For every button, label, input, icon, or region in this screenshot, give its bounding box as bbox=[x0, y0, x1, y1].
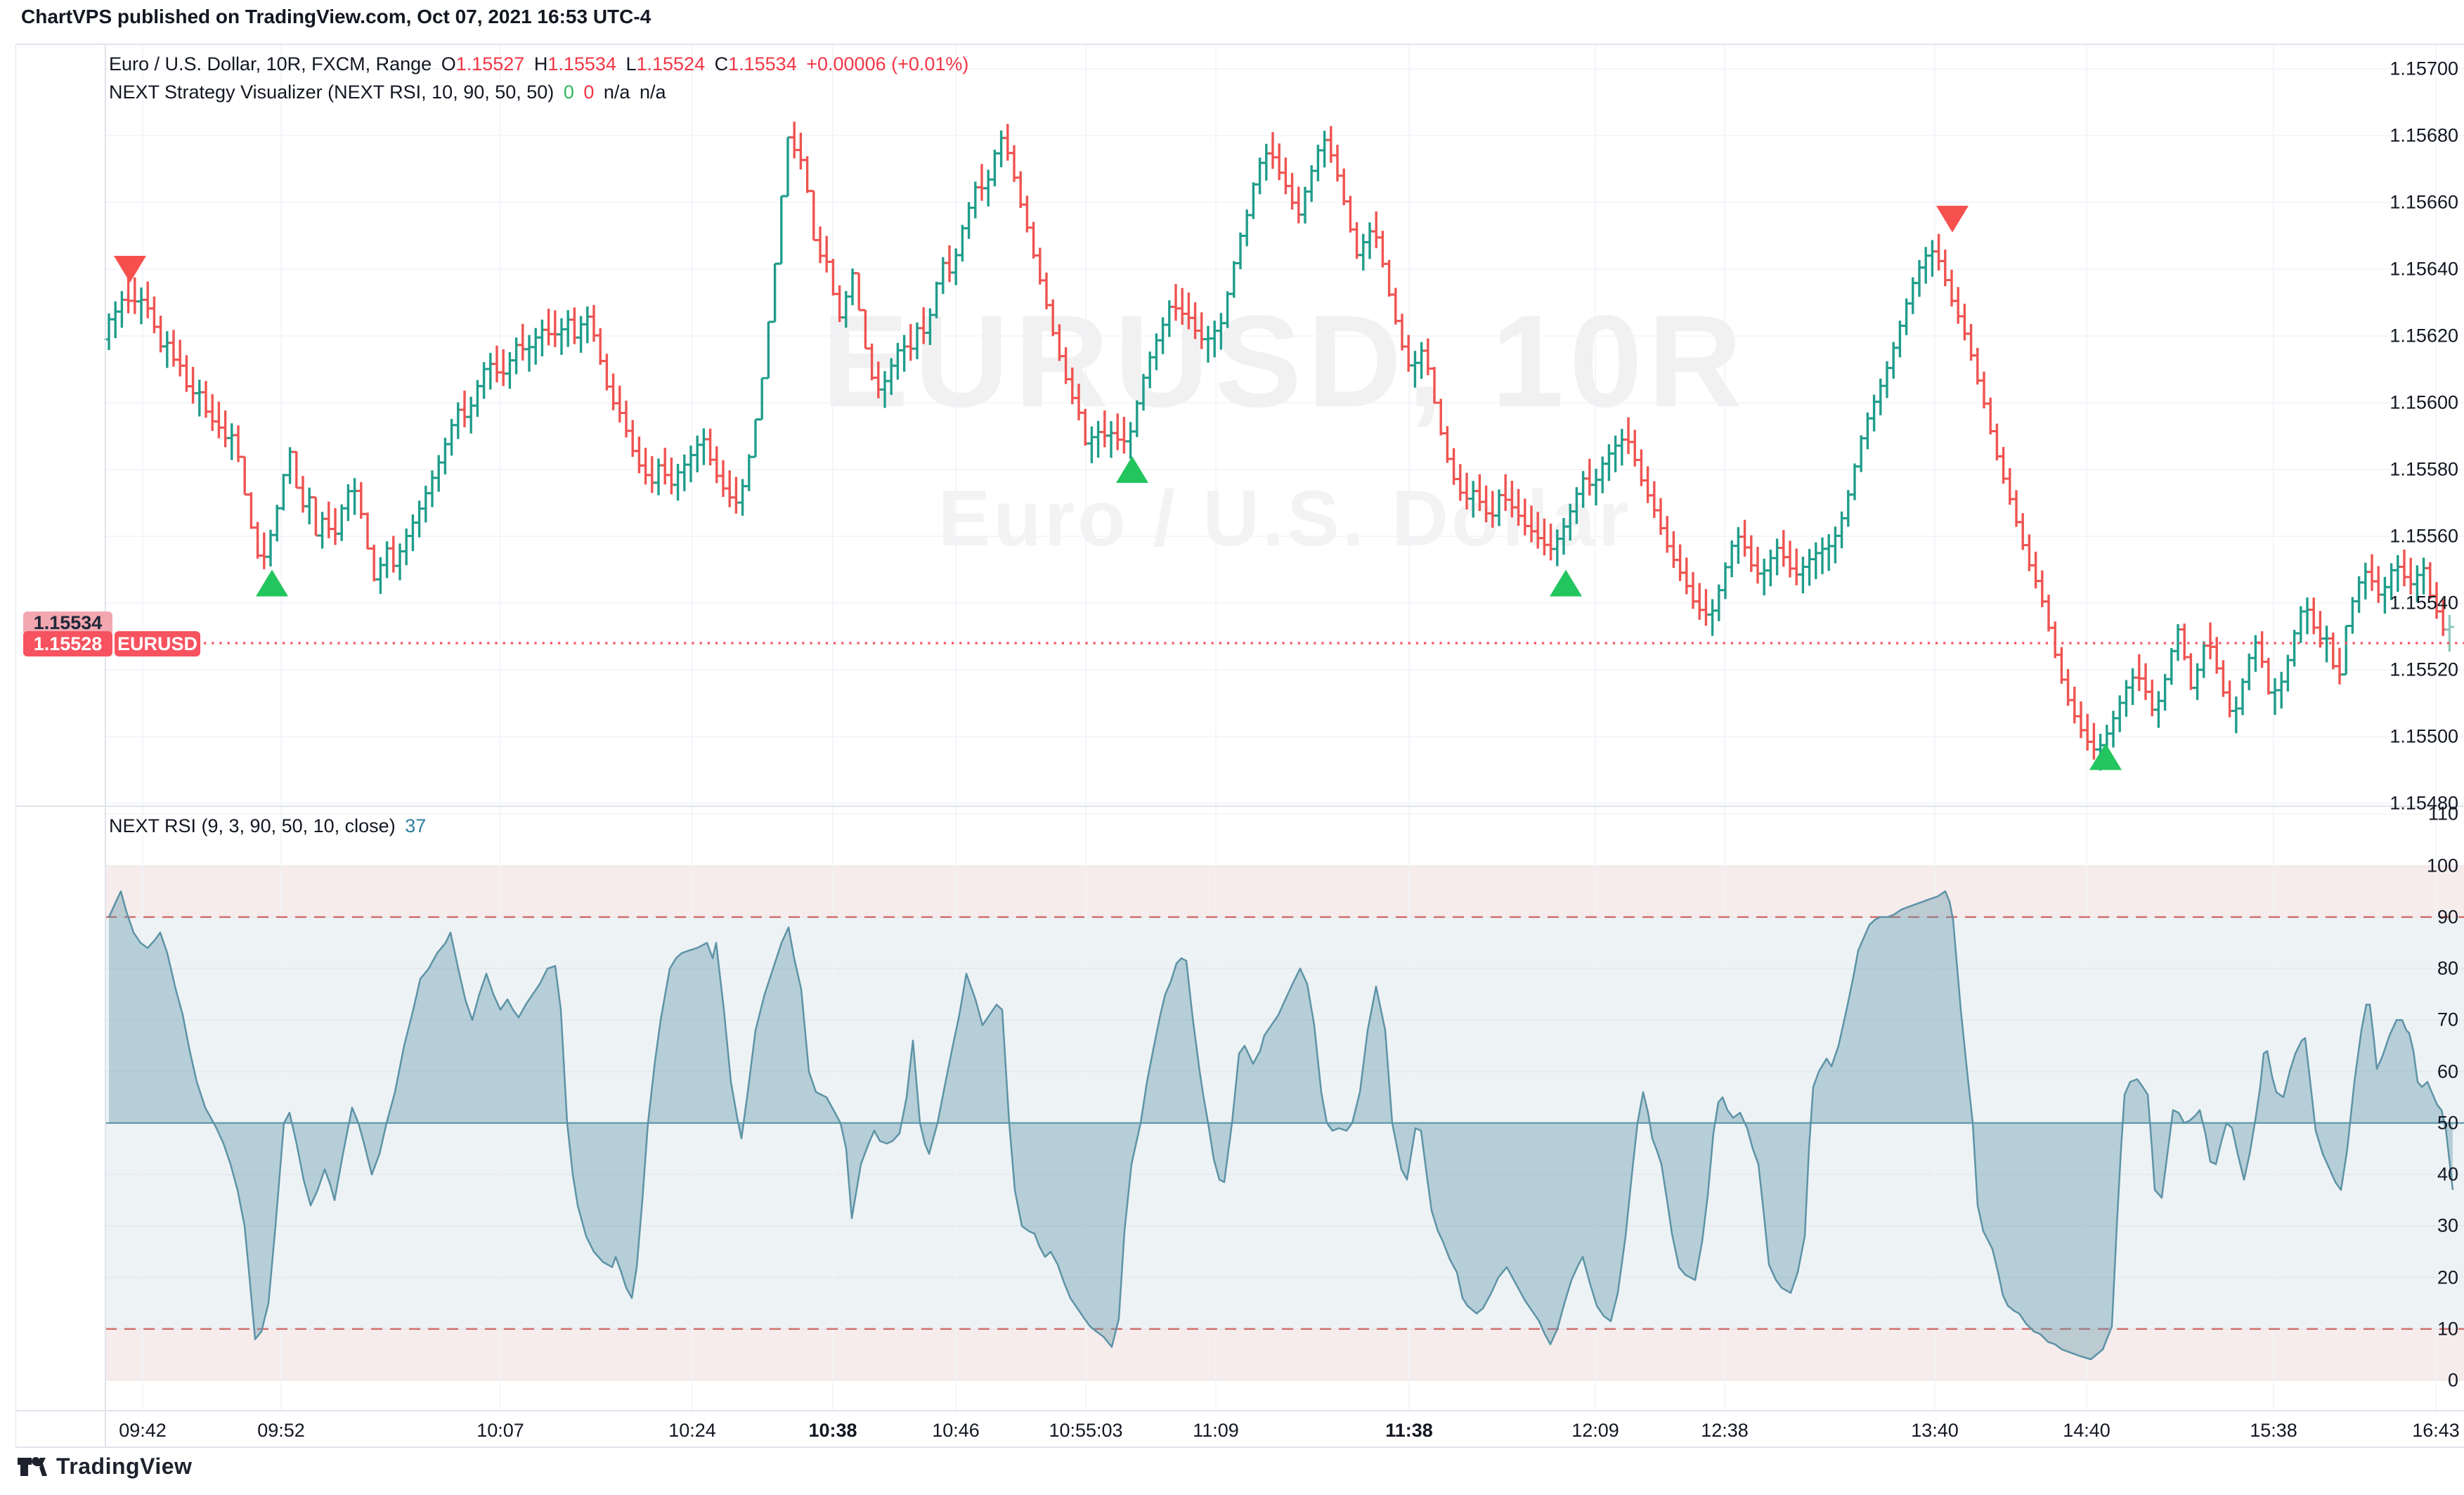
price-axis-label: 1.15560 bbox=[2390, 525, 2458, 547]
last-close-price-label: 1.15534 bbox=[23, 611, 112, 635]
price-axis-label: 1.15520 bbox=[2390, 659, 2458, 680]
price-axis-label: 1.15640 bbox=[2390, 258, 2458, 280]
price-axis-label: 1.15680 bbox=[2390, 124, 2458, 146]
open-label: O bbox=[441, 53, 456, 75]
price-axis-label: 1.15480 bbox=[2390, 792, 2458, 814]
strategy-value-green: 0 bbox=[563, 82, 574, 103]
time-axis-label: 10:24 bbox=[668, 1420, 716, 1441]
rsi-title[interactable]: NEXT RSI (9, 3, 90, 50, 10, close) bbox=[109, 815, 396, 836]
close-label: C bbox=[714, 53, 729, 75]
rsi-axis-label: 110 bbox=[2427, 803, 2458, 824]
strategy-na-1: n/a bbox=[603, 82, 630, 103]
tradingview-logo-icon[interactable] bbox=[17, 1452, 48, 1480]
price-axis-label: 1.15500 bbox=[2390, 725, 2458, 747]
rsi-axis-label: 50 bbox=[2437, 1112, 2458, 1134]
rsi-last-value: 37 bbox=[405, 815, 427, 836]
rsi-axis-label: 40 bbox=[2437, 1163, 2458, 1185]
time-axis-label: 14:40 bbox=[2063, 1420, 2110, 1441]
time-axis-label: 15:38 bbox=[2250, 1420, 2297, 1441]
close-value: 1.15534 bbox=[728, 53, 797, 75]
rsi-axis-label: 10 bbox=[2437, 1318, 2458, 1340]
rsi-axis-label: 100 bbox=[2426, 855, 2458, 876]
time-axis-label: 12:09 bbox=[1571, 1420, 1619, 1441]
rsi-axis-label: 70 bbox=[2437, 1009, 2458, 1030]
high-value: 1.15534 bbox=[547, 53, 616, 75]
time-axis[interactable]: 09:42 09:52 10:07 10:24 10:38 10:46 10:55:03 11… bbox=[15, 1420, 2464, 1448]
open-value: 1.15527 bbox=[455, 53, 525, 75]
time-axis-label: 11:09 bbox=[1193, 1420, 1239, 1441]
rsi-axis-label: 0 bbox=[2447, 1369, 2458, 1391]
time-axis-label: 10:38 bbox=[808, 1420, 857, 1441]
symbol-title[interactable]: Euro / U.S. Dollar, 10R, FXCM, Range bbox=[109, 53, 432, 75]
low-label: L bbox=[625, 53, 637, 75]
time-axis-label: 10:55:03 bbox=[1049, 1420, 1123, 1441]
price-axis-label: 1.15540 bbox=[2390, 592, 2458, 614]
high-label: H bbox=[533, 53, 548, 75]
low-value: 1.15524 bbox=[636, 53, 706, 75]
tradingview-brand[interactable]: TradingView bbox=[56, 1453, 193, 1479]
strategy-legend[interactable]: NEXT Strategy Visualizer (NEXT RSI, 10, … bbox=[109, 82, 670, 103]
buy-signal-marker[interactable] bbox=[256, 569, 288, 597]
time-axis-label: 11:38 bbox=[1385, 1420, 1433, 1441]
price-axis-label: 1.15700 bbox=[2390, 58, 2458, 79]
sell-signal-marker[interactable] bbox=[1936, 205, 1969, 233]
price-axis-label: 1.15620 bbox=[2390, 325, 2458, 347]
strategy-value-red: 0 bbox=[583, 82, 595, 103]
chart-widget[interactable]: EURUSD, 10R Euro / U.S. Dollar Euro / U.… bbox=[15, 44, 2464, 1448]
buy-signal-marker[interactable] bbox=[1116, 456, 1148, 483]
last-price-label: 1.15528 bbox=[23, 631, 112, 656]
footer: TradingView bbox=[17, 1452, 192, 1480]
rsi-axis-label: 30 bbox=[2437, 1215, 2458, 1236]
published-header: ChartVPS published on TradingView.com, O… bbox=[21, 6, 651, 27]
rsi-axis-label: 60 bbox=[2437, 1061, 2458, 1082]
symbol-legend[interactable]: Euro / U.S. Dollar, 10R, FXCM, Range O1.… bbox=[109, 53, 973, 75]
rsi-axis-label: 80 bbox=[2437, 957, 2458, 979]
chart-canvas[interactable] bbox=[15, 44, 2464, 1448]
strategy-na-2: n/a bbox=[639, 82, 666, 103]
time-axis-label: 09:52 bbox=[257, 1420, 305, 1441]
sell-signal-marker[interactable] bbox=[114, 256, 146, 283]
time-axis-label: 16:43 bbox=[2412, 1420, 2460, 1441]
rsi-axis-label: 90 bbox=[2437, 906, 2458, 928]
rsi-axis-label: 20 bbox=[2437, 1267, 2458, 1288]
rsi-legend[interactable]: NEXT RSI (9, 3, 90, 50, 10, close) 37 bbox=[109, 815, 430, 837]
price-axis-label: 1.15580 bbox=[2390, 458, 2458, 480]
time-axis-label: 12:38 bbox=[1701, 1420, 1749, 1441]
time-axis-label: 13:40 bbox=[1911, 1420, 1959, 1441]
time-axis-label: 09:42 bbox=[119, 1420, 167, 1441]
buy-signal-marker[interactable] bbox=[1550, 569, 1582, 597]
time-axis-label: 10:07 bbox=[476, 1420, 524, 1441]
price-axis-label: 1.15600 bbox=[2390, 391, 2458, 413]
symbol-tag: EURUSD bbox=[115, 631, 200, 656]
time-axis-label: 10:46 bbox=[932, 1420, 980, 1441]
strategy-title[interactable]: NEXT Strategy Visualizer (NEXT RSI, 10, … bbox=[109, 82, 555, 103]
buy-signal-marker[interactable] bbox=[2089, 743, 2122, 770]
change-value: +0.00006 (+0.01%) bbox=[806, 53, 969, 75]
price-axis-label: 1.15660 bbox=[2390, 191, 2458, 213]
